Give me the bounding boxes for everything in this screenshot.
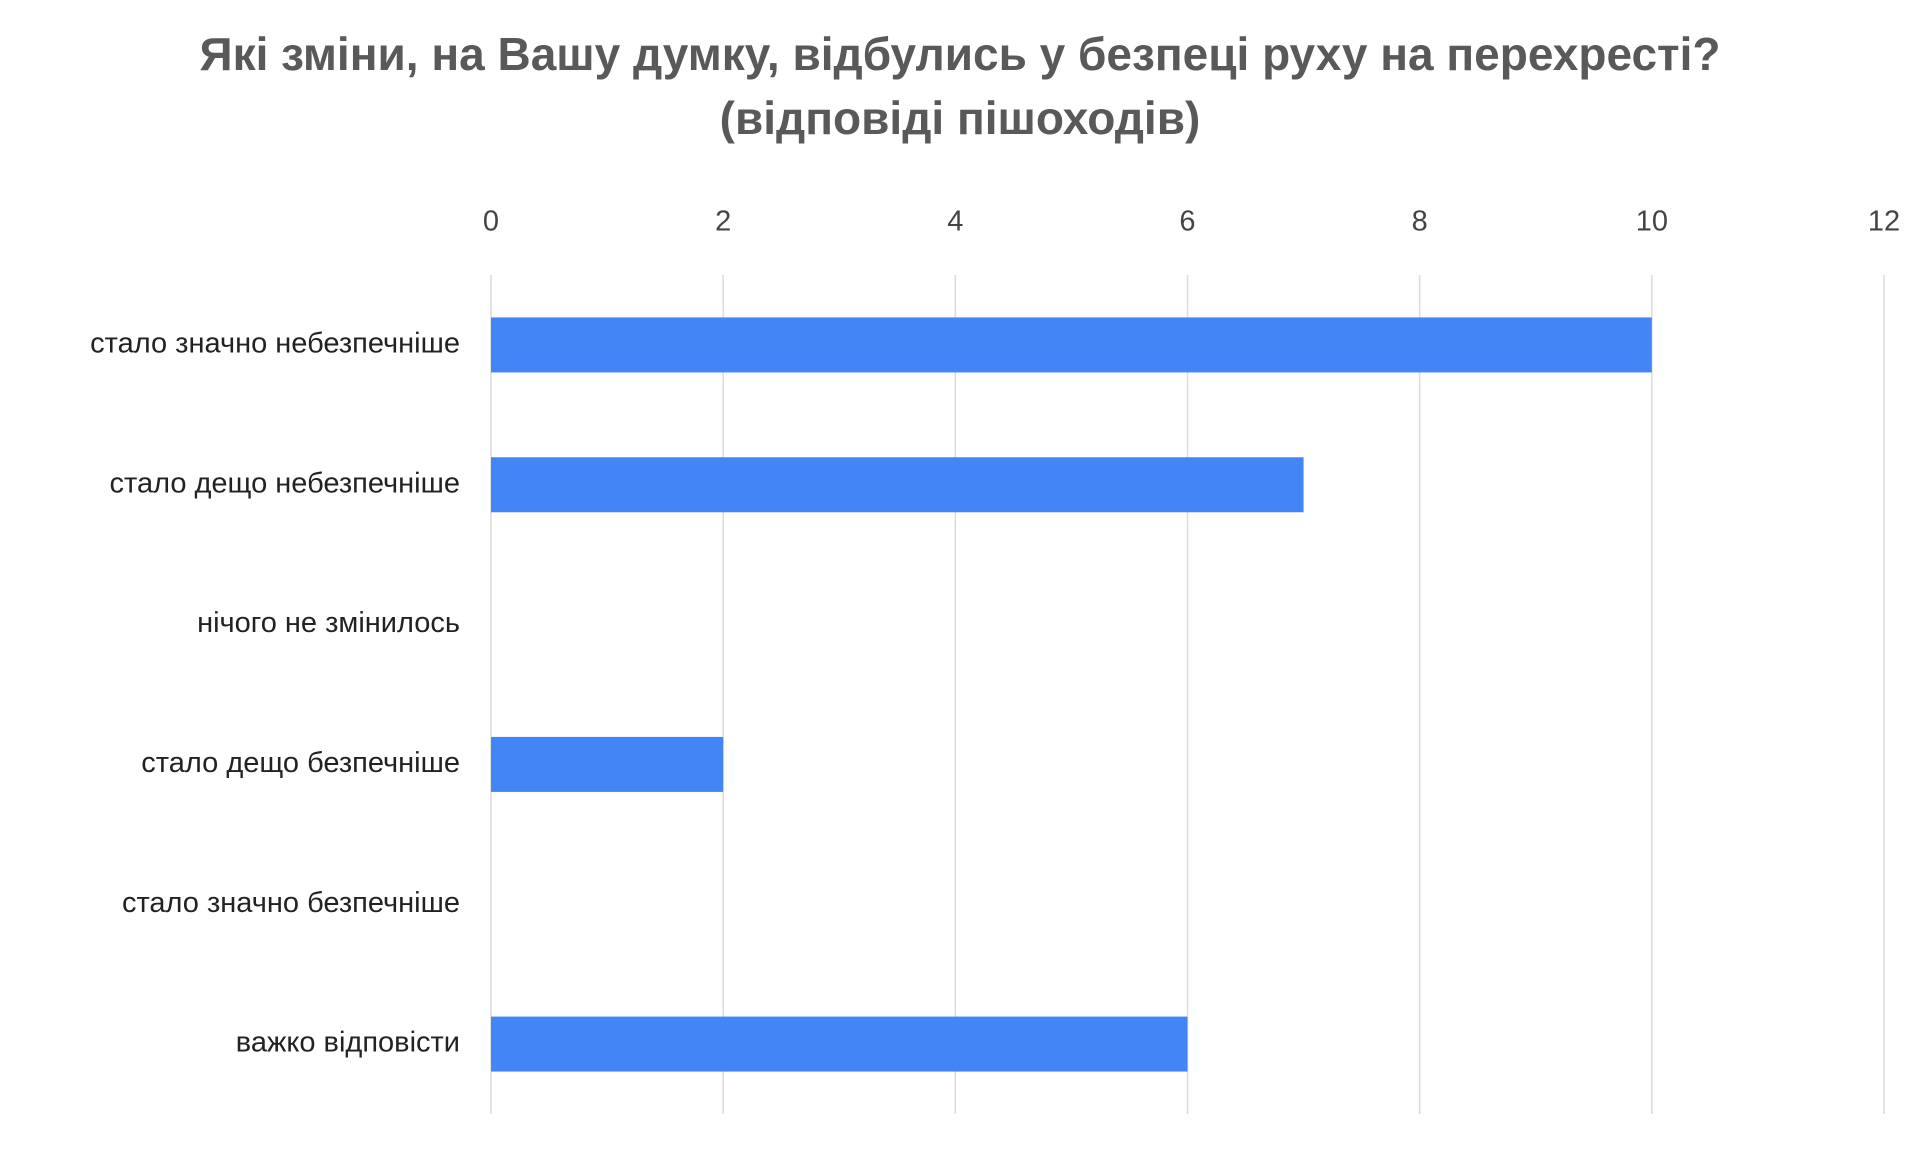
x-tick-label: 2 xyxy=(715,206,731,238)
x-tick-label: 12 xyxy=(1868,206,1900,238)
x-tick-label: 0 xyxy=(483,206,499,238)
bar xyxy=(491,457,1304,513)
y-tick-label: стало значно небезпечніше xyxy=(90,328,460,360)
x-tick-label: 8 xyxy=(1412,206,1428,238)
bar xyxy=(491,736,724,792)
y-tick-label: стало дещо небезпечніше xyxy=(109,467,460,499)
x-tick-label: 10 xyxy=(1636,206,1668,238)
y-tick-label: нічого не змінилось xyxy=(197,607,460,639)
y-tick-label: важко відповісти xyxy=(236,1027,460,1059)
x-tick-label: 4 xyxy=(947,206,963,238)
y-tick-label: стало значно безпечніше xyxy=(122,887,460,919)
bar xyxy=(491,1016,1188,1072)
x-tick-label: 6 xyxy=(1179,206,1195,238)
chart-title: Які зміни, на Вашу думку, відбулись у бе… xyxy=(199,28,1721,144)
y-tick-label: стало дещо безпечніше xyxy=(141,747,460,779)
bar xyxy=(491,317,1652,373)
